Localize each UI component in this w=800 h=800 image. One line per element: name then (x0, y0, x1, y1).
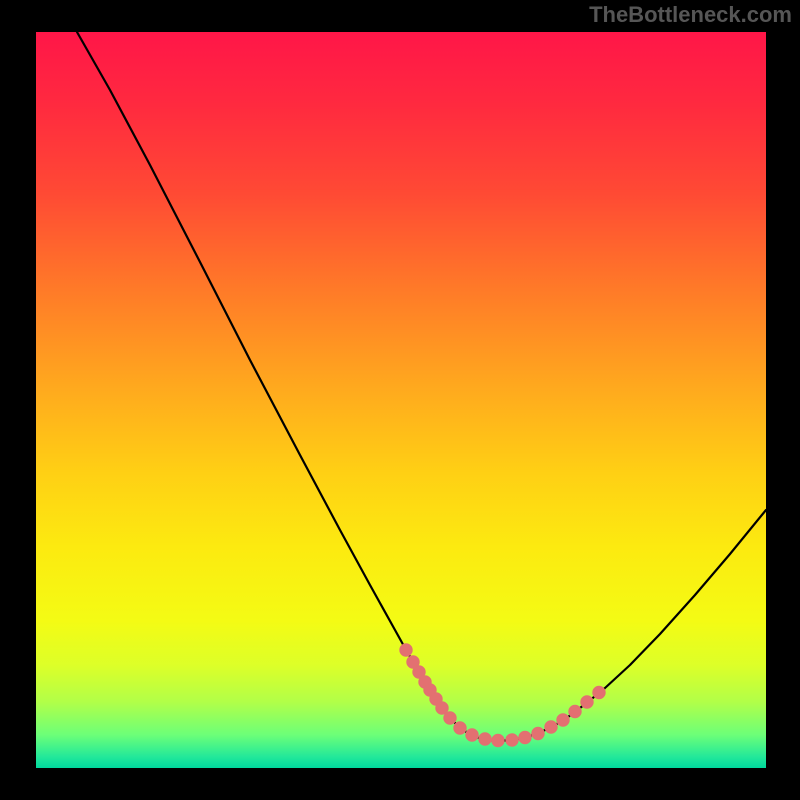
curve-marker (581, 696, 593, 708)
curve-marker (444, 712, 456, 724)
curve-marker (593, 686, 605, 698)
curve-marker (519, 731, 531, 743)
curve-marker (532, 727, 544, 739)
curve-marker (466, 729, 478, 741)
curve-marker (506, 734, 518, 746)
curve-marker (569, 705, 581, 717)
curve-marker (479, 733, 491, 745)
curve-marker (436, 702, 448, 714)
chart-svg (0, 0, 800, 800)
curve-marker (492, 734, 504, 746)
curve-marker (400, 644, 412, 656)
watermark-text: TheBottleneck.com (589, 2, 792, 28)
curve-marker (557, 714, 569, 726)
plot-background (36, 32, 766, 768)
chart-canvas: TheBottleneck.com (0, 0, 800, 800)
curve-marker (545, 721, 557, 733)
curve-marker (454, 722, 466, 734)
